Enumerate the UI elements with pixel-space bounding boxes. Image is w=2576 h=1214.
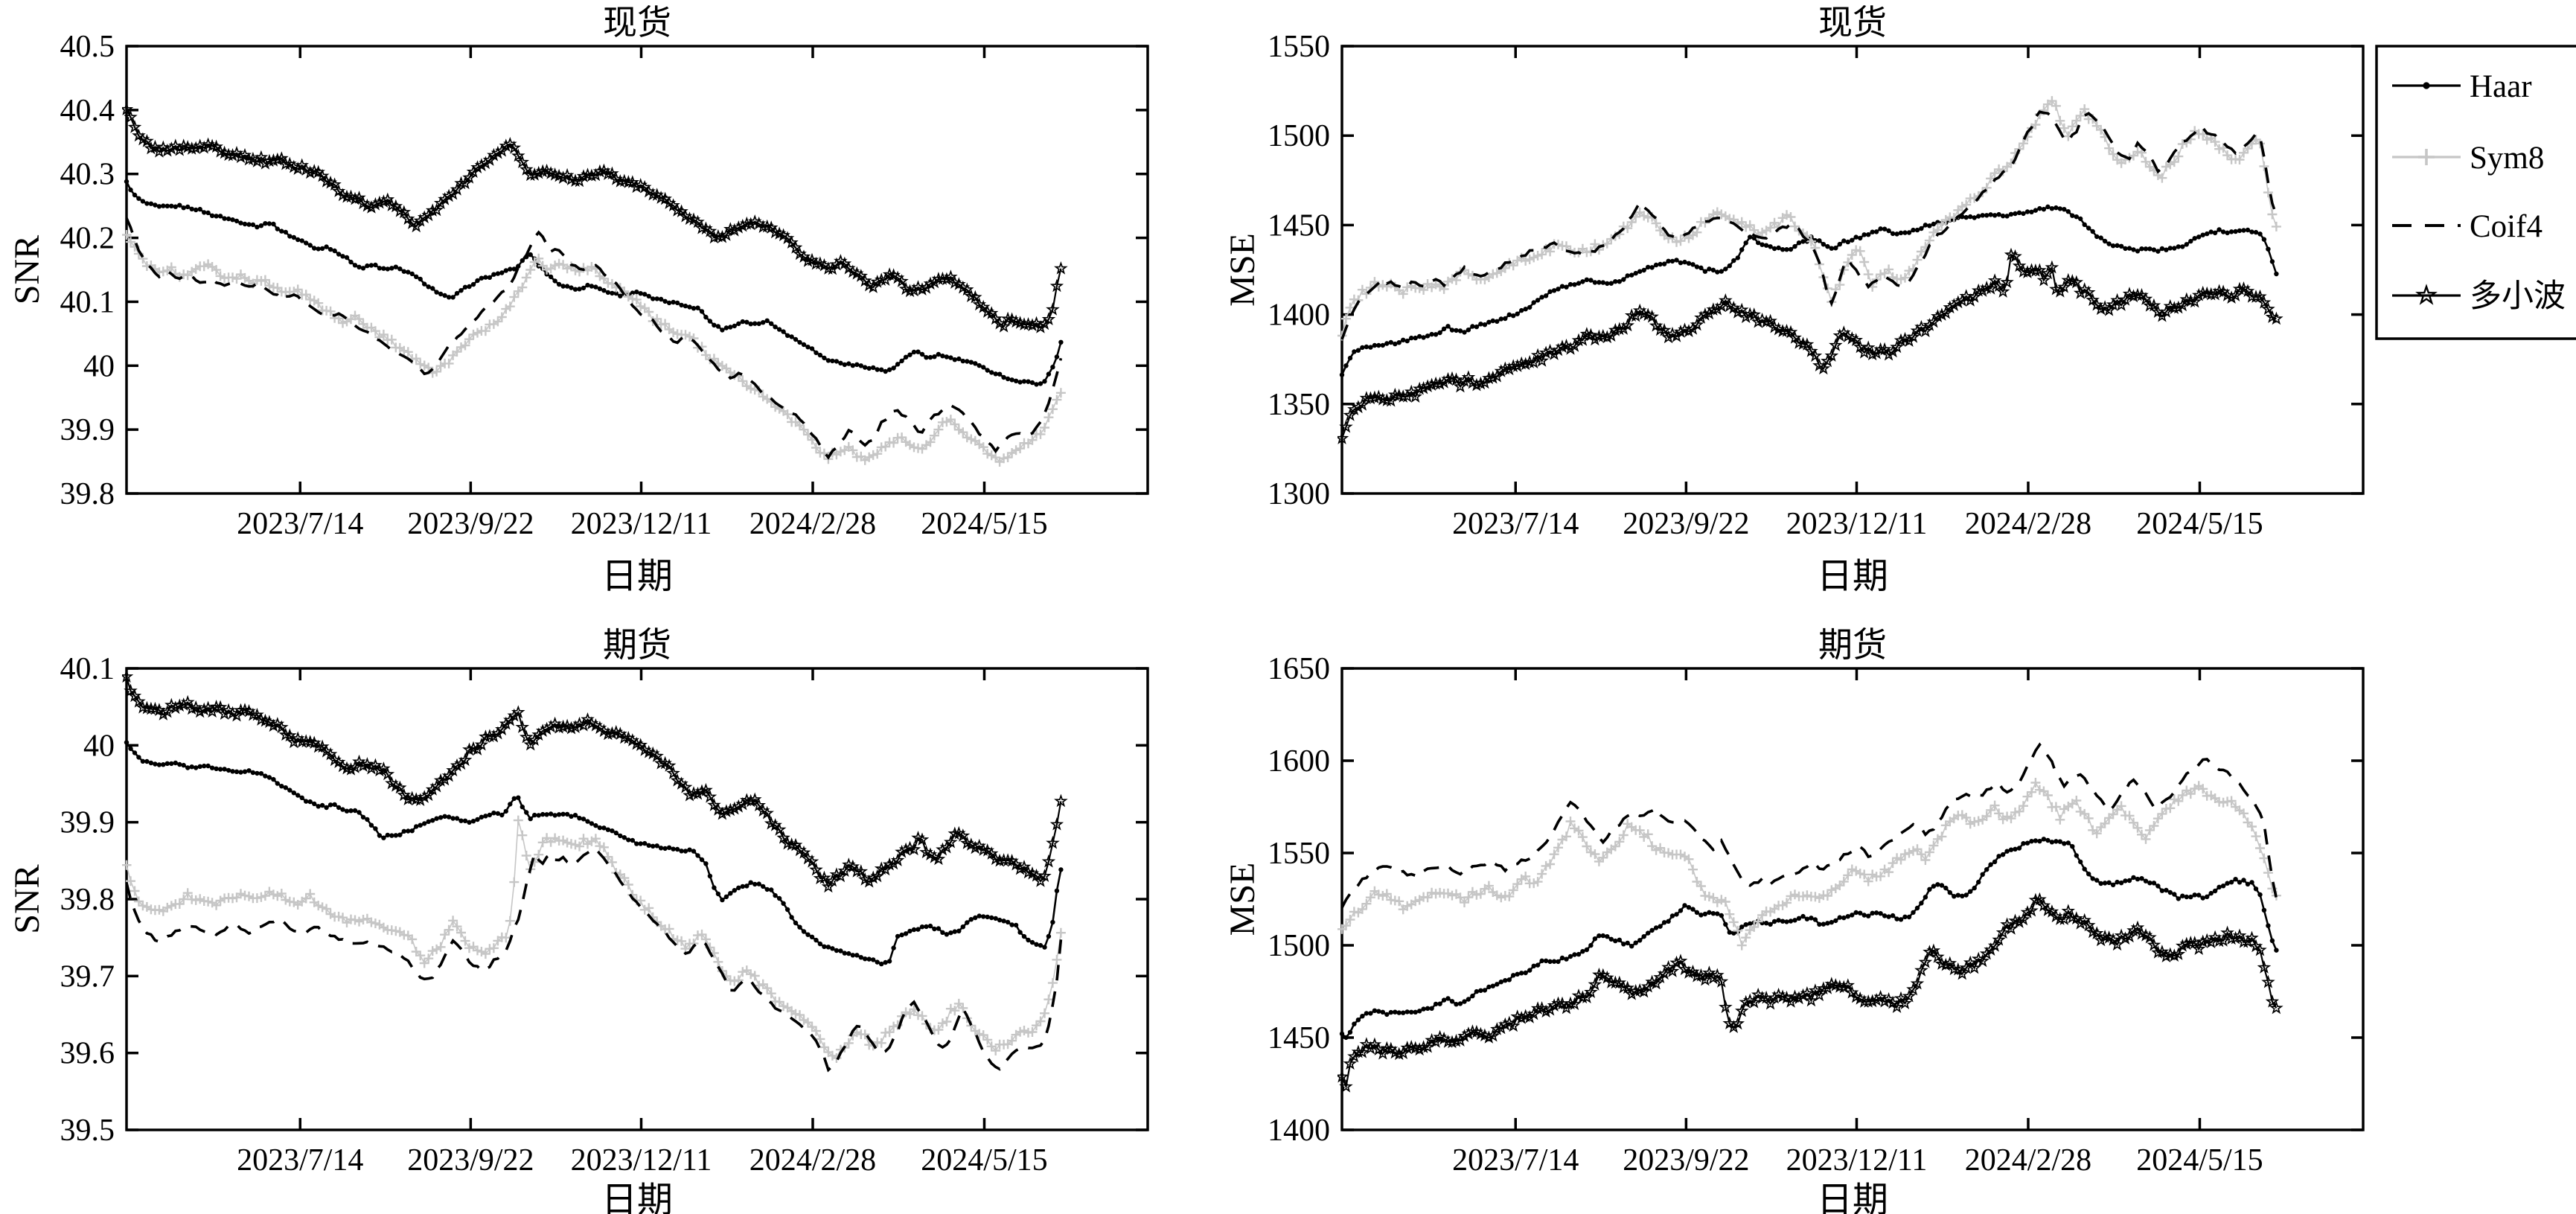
x-tick-label: 2023/9/22: [1623, 1143, 1749, 1178]
x-tick-label: 2024/5/15: [2136, 507, 2263, 541]
y-tick-label: 1550: [1268, 837, 1330, 871]
y-tick-label: 1450: [1268, 208, 1330, 243]
series-multiwavelet-line: [1340, 898, 2278, 1090]
series-multiwavelet-star-markers: [122, 102, 1068, 333]
series-coif4-line: [125, 217, 1063, 460]
x-tick-label: 2024/2/28: [1965, 507, 2091, 541]
plot-frame-spot-snr: [125, 45, 1149, 495]
y-tick-label: 39.8: [60, 477, 115, 511]
series-sym8-plus-markers: [1337, 778, 2281, 951]
plot-frame-futures-mse: [1340, 667, 2365, 1131]
x-tick-label: 2023/9/22: [407, 507, 534, 541]
x-tick-label: 2023/12/11: [571, 1143, 712, 1178]
x-tick-label: 2024/5/15: [921, 507, 1047, 541]
y-axis-label: SNR: [7, 235, 47, 304]
x-tick-label: 2023/12/11: [1786, 507, 1928, 541]
y-tick-label: 39.9: [60, 413, 115, 447]
legend-label-2: Sym8: [2470, 141, 2544, 176]
x-axis-label: 日期: [1817, 1181, 1888, 1214]
x-tick-label: 2024/2/28: [1965, 1143, 2091, 1178]
legend-plus-marker: [2418, 149, 2435, 165]
x-axis-label: 日期: [601, 1181, 673, 1214]
series-sym8-plus-markers: [1337, 96, 2281, 341]
y-tick-label: 40: [83, 729, 115, 763]
legend-label-1: Haar: [2470, 69, 2532, 104]
x-axis-label: 日期: [601, 557, 673, 596]
y-tick-label: 1450: [1268, 1021, 1330, 1055]
y-tick-label: 40.1: [60, 285, 115, 319]
legend-label-4: 多小波: [2470, 279, 2566, 314]
series-sym8-line: [126, 820, 1062, 1059]
y-tick-label: 1650: [1268, 652, 1330, 686]
y-tick-label: 39.9: [60, 806, 115, 840]
y-tick-label: 40.2: [60, 222, 115, 256]
chart-title-futures-mse: 期货: [1818, 626, 1887, 664]
x-tick-label: 2024/5/15: [2136, 1143, 2263, 1178]
y-tick-label: 1500: [1268, 119, 1330, 153]
y-tick-label: 40.3: [60, 158, 115, 192]
series-coif4-line: [1340, 110, 2278, 340]
series-haar-line: [1341, 837, 2278, 1039]
y-tick-label: 1400: [1268, 298, 1330, 333]
series-sym8-plus-markers: [122, 815, 1066, 1063]
y-tick-label: 39.5: [60, 1114, 115, 1148]
x-tick-label: 2023/7/14: [1452, 507, 1579, 541]
plot-frame-spot-mse: [1340, 45, 2365, 495]
y-tick-label: 1350: [1268, 388, 1330, 422]
series-coif4-line: [1340, 742, 2278, 909]
series-sym8-plus-markers: [122, 230, 1066, 467]
x-tick-label: 2024/2/28: [750, 1143, 876, 1178]
y-tick-label: 1600: [1268, 744, 1330, 779]
x-tick-label: 2023/9/22: [407, 1143, 534, 1178]
y-tick-label: 1500: [1268, 929, 1330, 963]
y-tick-label: 40.5: [60, 30, 115, 64]
legend-box: [2375, 45, 2576, 340]
x-tick-label: 2023/9/22: [1623, 507, 1749, 541]
y-tick-label: 39.8: [60, 883, 115, 917]
y-axis-label: MSE: [1223, 863, 1262, 936]
series-multiwavelet-line: [126, 109, 1062, 329]
x-tick-label: 2023/7/14: [237, 1143, 363, 1178]
y-tick-label: 40.1: [60, 652, 115, 686]
x-tick-label: 2023/7/14: [237, 507, 363, 541]
y-tick-label: 1400: [1268, 1114, 1330, 1148]
series-multiwavelet-line: [125, 676, 1062, 889]
chart-title-futures-snr: 期货: [603, 626, 671, 664]
series-multiwavelet-star-markers: [122, 669, 1068, 893]
legend-label-3: Coif4: [2470, 209, 2543, 244]
y-axis-label: SNR: [7, 864, 47, 933]
y-tick-label: 1300: [1268, 477, 1330, 511]
y-tick-label: 1550: [1268, 30, 1330, 64]
y-tick-label: 39.6: [60, 1037, 115, 1071]
y-tick-label: 40: [83, 349, 115, 383]
y-axis-label: MSE: [1223, 233, 1262, 307]
x-tick-label: 2024/5/15: [921, 1143, 1047, 1178]
series-coif4-line: [125, 847, 1063, 1073]
x-tick-label: 2023/12/11: [571, 507, 712, 541]
series-haar-dots: [124, 740, 1064, 967]
x-axis-label: 日期: [1817, 557, 1888, 596]
series-multiwavelet-star-markers: [1337, 247, 2283, 444]
series-multiwavelet-star-markers: [1337, 892, 2283, 1093]
y-tick-label: 39.7: [60, 959, 115, 994]
chart-title-spot-mse: 现货: [1818, 4, 1887, 42]
legend-dot-marker: [2423, 82, 2430, 89]
x-tick-label: 2023/12/11: [1786, 1143, 1928, 1178]
x-tick-label: 2023/7/14: [1452, 1143, 1579, 1178]
y-tick-label: 40.4: [60, 94, 115, 128]
legend-star-marker: [2415, 284, 2438, 305]
chart-title-spot-snr: 现货: [603, 4, 671, 42]
x-tick-label: 2024/2/28: [750, 507, 876, 541]
